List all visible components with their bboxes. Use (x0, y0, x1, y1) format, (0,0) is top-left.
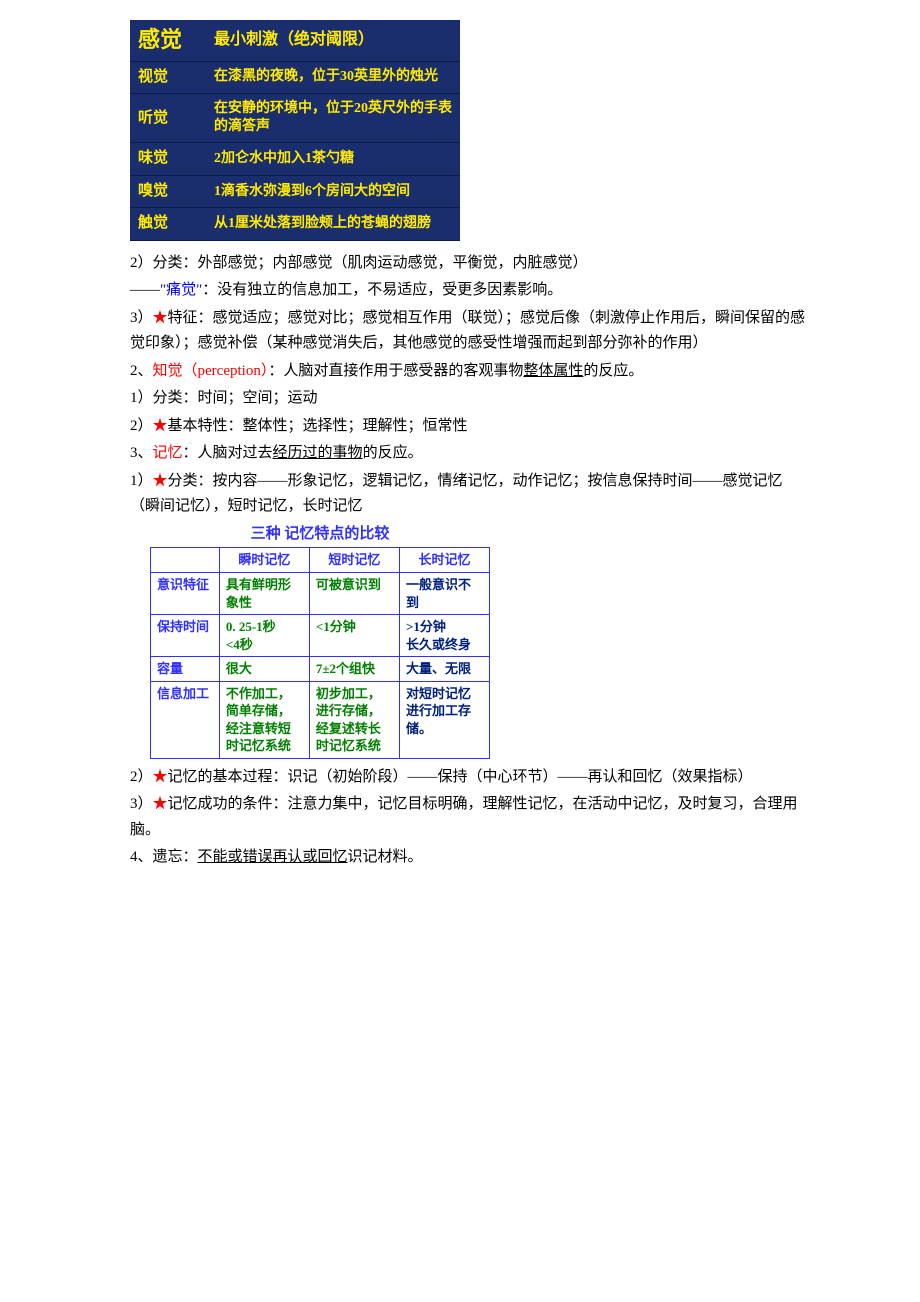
memory-term: 记忆 (153, 445, 183, 461)
underline-text: 不能或错误再认或回忆 (198, 849, 348, 865)
cell: >1分钟长久或终身 (399, 615, 489, 657)
pain-term: "痛觉" (160, 282, 202, 298)
star-icon: ★ (153, 796, 168, 812)
table-row: 味觉2加仑水中加入1茶勺糖 (130, 143, 460, 176)
table-row: 听觉在安静的环境中，位于20英尺外的手表的滴答声 (130, 94, 460, 143)
table-row: 信息加工不作加工，简单存储，经注意转短时记忆系统初步加工，进行存储，经复述转长时… (151, 681, 490, 758)
sense-label: 视觉 (130, 61, 206, 94)
table1-header-sub: （绝对阈限） (278, 31, 374, 48)
paragraph-features: 3）★特征：感觉适应；感觉对比；感觉相互作用（联觉）；感觉后像（刺激停止作用后，… (130, 306, 810, 357)
cell: 0. 25-1秒<4秒 (219, 615, 309, 657)
sense-desc: 从1厘米处落到脸颊上的苍蝇的翅膀 (206, 208, 460, 241)
paragraph-memory: 3、记忆：人脑对过去经历过的事物的反应。 (130, 441, 810, 467)
cell: 可被意识到 (309, 573, 399, 615)
row-head: 信息加工 (151, 681, 220, 758)
table-row: 意识特征具有鲜明形象性可被意识到一般意识不到 (151, 573, 490, 615)
sensation-threshold-table: 感觉 最小刺激（绝对阈限） 视觉在漆黑的夜晚，位于30英里外的烛光 听觉在安静的… (130, 20, 460, 241)
table1-header-right: 最小刺激（绝对阈限） (206, 20, 460, 61)
paragraph-classification: 2）分类：外部感觉；内部感觉（肌肉运动感觉，平衡觉，内脏感觉） (130, 251, 810, 277)
underline-text: 整体属性 (523, 363, 583, 379)
table1-header-left: 感觉 (130, 20, 206, 61)
star-icon: ★ (153, 473, 168, 489)
table-row: 嗅觉1滴香水弥漫到6个房间大的空间 (130, 175, 460, 208)
star-icon: ★ (153, 418, 168, 434)
cell: 对短时记忆进行加工存储。 (399, 681, 489, 758)
star-icon: ★ (153, 769, 168, 785)
memory-table-title: 三种 记忆特点的比较 (150, 522, 490, 548)
cell: 具有鲜明形象性 (219, 573, 309, 615)
paragraph-perception-feat: 2）★基本特性：整体性；选择性；理解性；恒常性 (130, 414, 810, 440)
sense-label: 味觉 (130, 143, 206, 176)
row-head: 保持时间 (151, 615, 220, 657)
cell: 7±2个组快 (309, 657, 399, 682)
col-empty (151, 548, 220, 573)
row-head: 容量 (151, 657, 220, 682)
star-icon: ★ (153, 310, 168, 326)
memory-comparison-table: 瞬时记忆 短时记忆 长时记忆 意识特征具有鲜明形象性可被意识到一般意识不到 保持… (150, 547, 490, 758)
cell: 很大 (219, 657, 309, 682)
paragraph-perception-class: 1）分类：时间；空间；运动 (130, 386, 810, 412)
cell: 大量、无限 (399, 657, 489, 682)
col-instant: 瞬时记忆 (219, 548, 309, 573)
paragraph-memory-process: 2）★记忆的基本过程：识记（初始阶段）——保持（中心环节）——再认和回忆（效果指… (130, 765, 810, 791)
perception-term: 知觉（perception） (153, 363, 269, 379)
sense-label: 触觉 (130, 208, 206, 241)
table1-header-main: 最小刺激 (214, 31, 278, 48)
cell: 一般意识不到 (399, 573, 489, 615)
table-row: 保持时间0. 25-1秒<4秒<1分钟>1分钟长久或终身 (151, 615, 490, 657)
cell: 初步加工，进行存储，经复述转长时记忆系统 (309, 681, 399, 758)
col-short: 短时记忆 (309, 548, 399, 573)
paragraph-forget: 4、遗忘：不能或错误再认或回忆识记材料。 (130, 845, 810, 871)
paragraph-memory-cond: 3）★记忆成功的条件：注意力集中，记忆目标明确，理解性记忆，在活动中记忆，及时复… (130, 792, 810, 843)
sense-desc: 1滴香水弥漫到6个房间大的空间 (206, 175, 460, 208)
sense-desc: 在安静的环境中，位于20英尺外的手表的滴答声 (206, 94, 460, 143)
sense-label: 听觉 (130, 94, 206, 143)
table-row: 视觉在漆黑的夜晚，位于30英里外的烛光 (130, 61, 460, 94)
table-row: 容量很大7±2个组快大量、无限 (151, 657, 490, 682)
cell: 不作加工，简单存储，经注意转短时记忆系统 (219, 681, 309, 758)
sense-desc: 2加仑水中加入1茶勺糖 (206, 143, 460, 176)
table-header-row: 瞬时记忆 短时记忆 长时记忆 (151, 548, 490, 573)
sense-desc: 在漆黑的夜晚，位于30英里外的烛光 (206, 61, 460, 94)
paragraph-pain: ——"痛觉"：没有独立的信息加工，不易适应，受更多因素影响。 (130, 278, 810, 304)
row-head: 意识特征 (151, 573, 220, 615)
underline-text: 经历过的事物 (273, 445, 363, 461)
sense-label: 嗅觉 (130, 175, 206, 208)
col-long: 长时记忆 (399, 548, 489, 573)
cell: <1分钟 (309, 615, 399, 657)
paragraph-perception: 2、知觉（perception）：人脑对直接作用于感受器的客观事物整体属性的反应… (130, 359, 810, 385)
table-row: 触觉从1厘米处落到脸颊上的苍蝇的翅膀 (130, 208, 460, 241)
paragraph-memory-class: 1）★分类：按内容——形象记忆，逻辑记忆，情绪记忆，动作记忆；按信息保持时间——… (130, 469, 810, 520)
